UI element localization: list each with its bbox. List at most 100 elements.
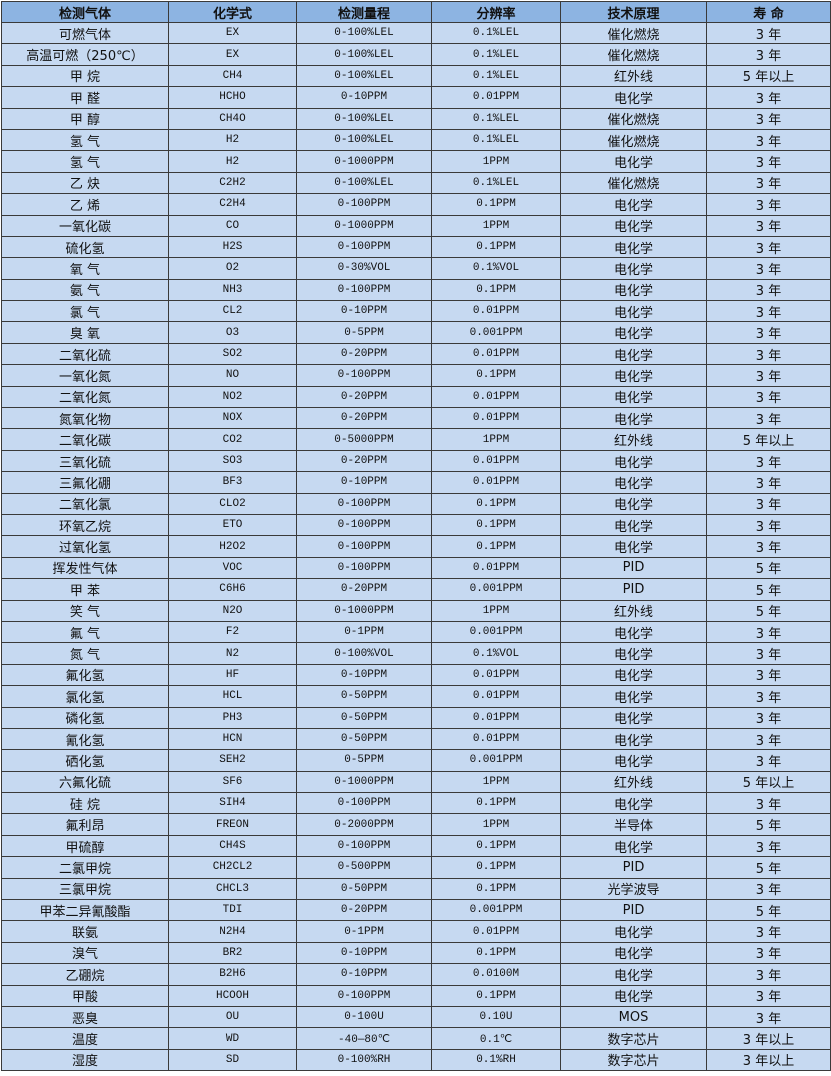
cell-resolution: 0.1%LEL [431,21,561,45]
cell-formula: CO2 [168,428,297,451]
cell-gas: 二氯甲烷 [1,856,169,879]
cell-resolution: 1PPM [431,813,561,836]
cell-gas: 氟利昂 [1,813,169,836]
cell-lifespan: 5 年以上 [706,428,831,451]
cell-range: 0-1PPM [296,620,432,644]
cell-lifespan: 3 年 [706,342,831,366]
cell-resolution: 0.1%VOL [431,257,561,280]
cell-lifespan: 3 年 [706,128,831,152]
cell-resolution: 0.01PPM [431,471,561,494]
cell-range: 0-10PPM [296,963,432,986]
cell-principle: 电化学 [560,150,707,173]
cell-formula: H2O2 [168,535,297,558]
table-row: 甲酸 HCOOH 0-100PPM 0.1PPM 电化学 3 年 [1,984,831,1007]
cell-gas: 湿度 [1,1048,169,1072]
cell-formula: C6H6 [168,578,297,601]
cell-gas: 硒化氢 [1,749,169,772]
cell-lifespan: 3 年 [706,642,831,665]
cell-resolution: 0.01PPM [431,449,561,473]
cell-resolution: 0.01PPM [431,663,561,687]
cell-gas: 三氯甲烷 [1,877,169,901]
cell-resolution: 0.01PPM [431,385,561,409]
cell-resolution: 0.1PPM [431,535,561,558]
cell-resolution: 0.1PPM [431,193,561,216]
cell-lifespan: 3 年 [706,920,831,943]
cell-formula: BR2 [168,941,297,965]
cell-resolution: 0.01PPM [431,706,561,729]
table-row: 高温可燃（250℃） EX 0-100%LEL 0.1%LEL 催化燃烧 3 年 [1,43,831,66]
table-row: 二氯甲烷 CH2CL2 0-500PPM 0.1PPM PID 5 年 [1,856,831,879]
cell-formula: CH4 [168,64,297,88]
table-row: 硒化氢 SEH2 0-5PPM 0.001PPM 电化学 3 年 [1,749,831,772]
cell-range: 0-20PPM [296,449,432,473]
cell-range: 0-100%LEL [296,171,432,195]
cell-gas: 氯 气 [1,300,169,323]
cell-gas: 氮 气 [1,642,169,665]
cell-range: 0-20PPM [296,899,432,922]
table-row: 甲 苯 C6H6 0-20PPM 0.001PPM PID 5 年 [1,578,831,601]
cell-range: 0-100PPM [296,278,432,302]
cell-lifespan: 3 年 [706,321,831,344]
cell-lifespan: 3 年 [706,620,831,644]
cell-principle: 催化燃烧 [560,107,707,130]
table-row: 甲 烷 CH4 0-100%LEL 0.1%LEL 红外线 5 年以上 [1,64,831,88]
cell-lifespan: 3 年 [706,21,831,45]
cell-principle: 电化学 [560,963,707,986]
cell-gas: 乙 炔 [1,171,169,195]
cell-resolution: 0.1PPM [431,856,561,879]
cell-gas: 一氧化碳 [1,214,169,237]
cell-range: 0-1000PPM [296,150,432,173]
cell-lifespan: 3 年 [706,235,831,259]
cell-lifespan: 3 年 [706,449,831,473]
cell-range: 0-100PPM [296,535,432,558]
cell-principle: 催化燃烧 [560,21,707,45]
cell-principle: 电化学 [560,642,707,665]
cell-gas: 二氧化硫 [1,342,169,366]
cell-range: 0-50PPM [296,685,432,708]
cell-lifespan: 3 年以上 [706,1027,831,1050]
table-row: 甲硫醇 CH4S 0-100PPM 0.1PPM 电化学 3 年 [1,834,831,858]
cell-range: 0-10PPM [296,86,432,109]
cell-formula: PH3 [168,706,297,729]
cell-resolution: 0.1PPM [431,877,561,901]
cell-range: 0-1000PPM [296,599,432,622]
table-row: 一氧化碳 CO 0-1000PPM 1PPM 电化学 3 年 [1,214,831,237]
cell-principle: 电化学 [560,449,707,473]
cell-lifespan: 3 年 [706,984,831,1007]
cell-lifespan: 3 年 [706,214,831,237]
cell-range: 0-50PPM [296,877,432,901]
cell-lifespan: 3 年 [706,43,831,66]
cell-resolution: 0.001PPM [431,749,561,772]
cell-principle: 电化学 [560,620,707,644]
table-row: 磷化氢 PH3 0-50PPM 0.01PPM 电化学 3 年 [1,706,831,729]
cell-gas: 甲 醛 [1,86,169,109]
cell-formula: SF6 [168,770,297,794]
table-row: 二氧化硫 SO2 0-20PPM 0.01PPM 电化学 3 年 [1,342,831,366]
cell-range: 0-2000PPM [296,813,432,836]
table-row: 氧 气 O2 0-30%VOL 0.1%VOL 电化学 3 年 [1,257,831,280]
cell-resolution: 0.1PPM [431,513,561,537]
cell-range: 0-100%LEL [296,43,432,66]
table-row: 氢 气 H2 0-100%LEL 0.1%LEL 催化燃烧 3 年 [1,128,831,152]
table-row: 二氧化氮 NO2 0-20PPM 0.01PPM 电化学 3 年 [1,385,831,409]
cell-principle: 电化学 [560,407,707,430]
cell-lifespan: 5 年 [706,813,831,836]
cell-resolution: 0.1PPM [431,941,561,965]
cell-principle: 电化学 [560,792,707,815]
cell-lifespan: 3 年 [706,727,831,751]
cell-resolution: 0.1PPM [431,492,561,515]
cell-lifespan: 3 年 [706,257,831,280]
cell-range: 0-100PPM [296,364,432,387]
header-formula: 化学式 [168,1,297,23]
cell-resolution: 0.1%LEL [431,171,561,195]
cell-resolution: 0.01PPM [431,342,561,366]
cell-resolution: 0.1%LEL [431,128,561,152]
cell-principle: 半导体 [560,813,707,836]
cell-range: 0-5000PPM [296,428,432,451]
table-row: 六氟化硫 SF6 0-1000PPM 1PPM 红外线 5 年以上 [1,770,831,794]
cell-resolution: 0.01PPM [431,86,561,109]
cell-formula: HF [168,663,297,687]
cell-lifespan: 3 年 [706,834,831,858]
cell-formula: CH4S [168,834,297,858]
table-row: 三氯甲烷 CHCL3 0-50PPM 0.1PPM 光学波导 3 年 [1,877,831,901]
